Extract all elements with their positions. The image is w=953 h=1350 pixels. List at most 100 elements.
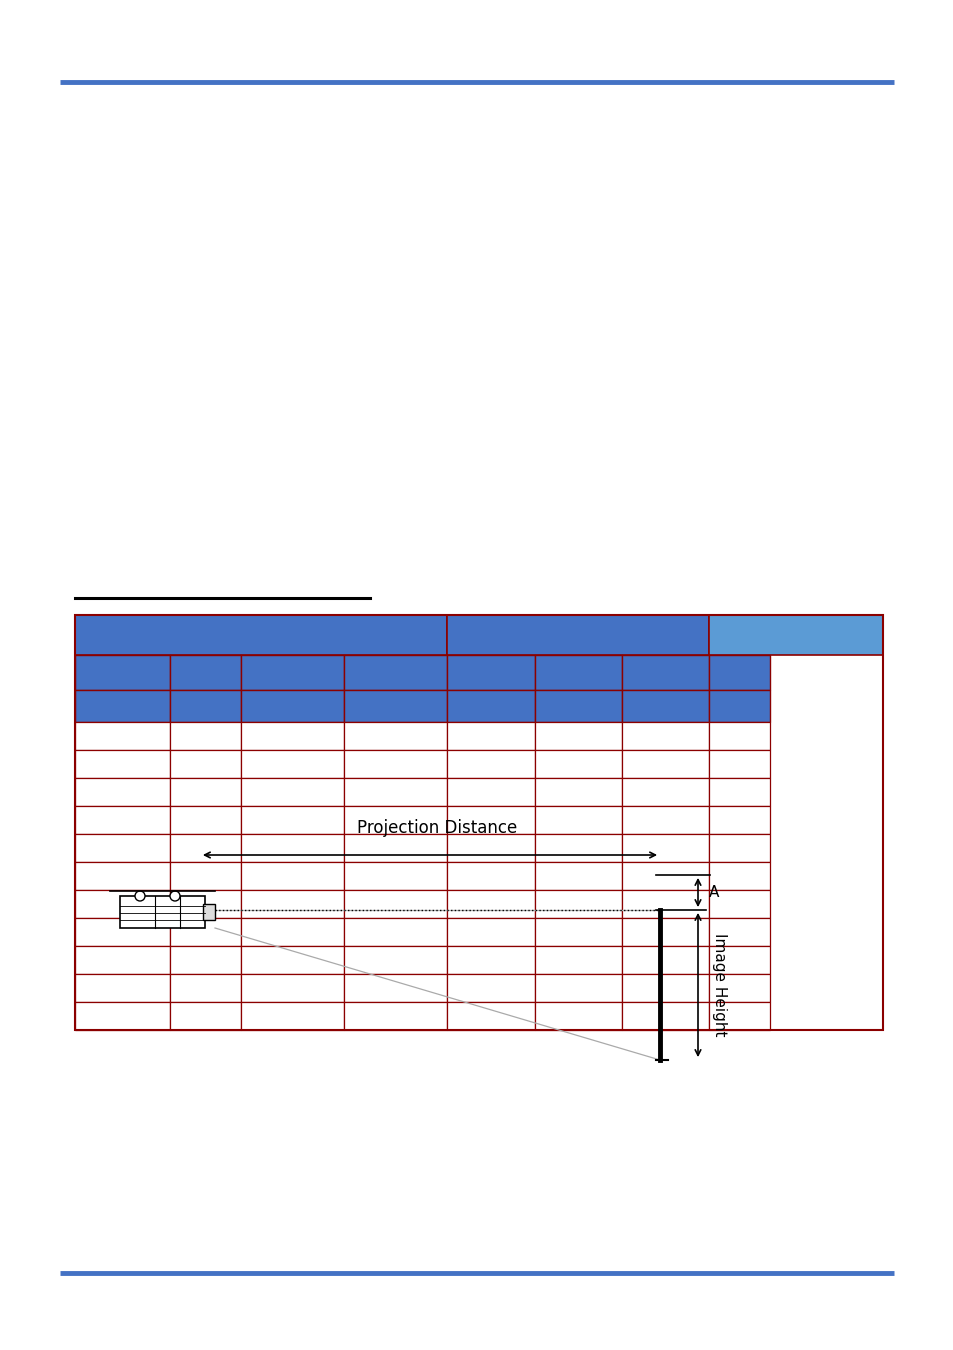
Bar xyxy=(447,655,535,690)
Bar xyxy=(75,834,171,863)
Bar xyxy=(203,904,214,919)
Bar xyxy=(171,863,240,890)
Bar xyxy=(240,751,344,778)
Bar xyxy=(621,722,708,751)
Bar xyxy=(447,616,708,655)
Bar xyxy=(120,896,205,927)
Bar xyxy=(171,690,240,722)
Bar xyxy=(240,973,344,1002)
Bar xyxy=(708,806,769,834)
Bar xyxy=(535,918,621,946)
Bar xyxy=(344,973,447,1002)
Bar xyxy=(75,946,171,973)
Bar xyxy=(240,863,344,890)
Bar xyxy=(75,690,171,722)
Bar xyxy=(447,973,535,1002)
Bar xyxy=(344,863,447,890)
Bar xyxy=(171,722,240,751)
Bar xyxy=(240,778,344,806)
Bar xyxy=(447,722,535,751)
Bar xyxy=(621,946,708,973)
Bar xyxy=(621,655,708,690)
Bar xyxy=(240,890,344,918)
Bar xyxy=(171,918,240,946)
Bar xyxy=(344,806,447,834)
Bar xyxy=(75,918,171,946)
Bar xyxy=(75,863,171,890)
Bar xyxy=(344,751,447,778)
Bar xyxy=(535,890,621,918)
Bar xyxy=(75,616,447,655)
Circle shape xyxy=(135,891,145,900)
Bar xyxy=(344,946,447,973)
Bar xyxy=(75,973,171,1002)
Bar xyxy=(447,806,535,834)
Bar xyxy=(708,834,769,863)
Text: Projection Distance: Projection Distance xyxy=(357,819,517,837)
Bar xyxy=(621,918,708,946)
Bar xyxy=(708,890,769,918)
Bar xyxy=(171,751,240,778)
Bar xyxy=(708,690,769,722)
Bar xyxy=(447,690,535,722)
Bar xyxy=(708,863,769,890)
Bar xyxy=(447,834,535,863)
Bar xyxy=(171,834,240,863)
Bar xyxy=(75,1002,171,1030)
Bar xyxy=(708,1002,769,1030)
Bar xyxy=(621,778,708,806)
Bar xyxy=(240,918,344,946)
Bar xyxy=(535,946,621,973)
Bar xyxy=(75,751,171,778)
Bar xyxy=(240,690,344,722)
Bar xyxy=(535,778,621,806)
Bar xyxy=(240,722,344,751)
Bar xyxy=(447,751,535,778)
Bar xyxy=(75,806,171,834)
Bar xyxy=(171,778,240,806)
Bar xyxy=(75,722,171,751)
Bar xyxy=(621,973,708,1002)
Bar xyxy=(240,655,344,690)
Bar xyxy=(447,778,535,806)
Bar xyxy=(240,946,344,973)
Bar xyxy=(621,863,708,890)
Text: Image Height: Image Height xyxy=(712,933,727,1037)
Bar xyxy=(240,1002,344,1030)
Bar xyxy=(344,1002,447,1030)
Bar xyxy=(171,890,240,918)
Bar xyxy=(535,806,621,834)
Bar xyxy=(708,778,769,806)
Circle shape xyxy=(170,891,180,900)
Bar xyxy=(75,616,882,1030)
Bar xyxy=(621,834,708,863)
Bar xyxy=(535,973,621,1002)
Bar xyxy=(535,655,621,690)
Bar xyxy=(171,973,240,1002)
Bar xyxy=(171,1002,240,1030)
Bar xyxy=(447,946,535,973)
Bar xyxy=(621,806,708,834)
Bar xyxy=(708,616,882,655)
Bar xyxy=(447,890,535,918)
Bar xyxy=(344,834,447,863)
Bar xyxy=(75,655,171,690)
Bar xyxy=(171,655,240,690)
Bar xyxy=(621,890,708,918)
Bar xyxy=(171,946,240,973)
Bar xyxy=(621,690,708,722)
Bar xyxy=(621,1002,708,1030)
Bar xyxy=(621,751,708,778)
Bar xyxy=(344,722,447,751)
Bar xyxy=(708,973,769,1002)
Bar xyxy=(535,751,621,778)
Bar xyxy=(535,1002,621,1030)
Bar xyxy=(344,918,447,946)
Bar xyxy=(171,806,240,834)
Bar xyxy=(75,890,171,918)
Bar xyxy=(344,690,447,722)
Bar xyxy=(708,918,769,946)
Bar xyxy=(75,778,171,806)
Bar xyxy=(344,778,447,806)
Bar xyxy=(708,946,769,973)
